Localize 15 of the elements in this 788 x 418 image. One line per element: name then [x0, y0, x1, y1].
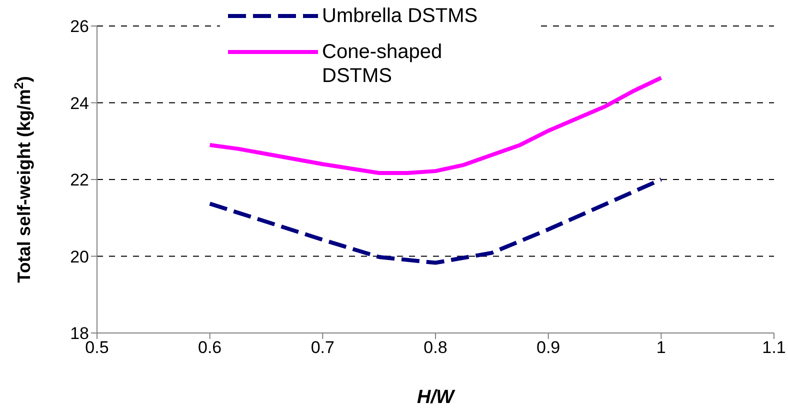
- y-tick-label: 26: [70, 17, 89, 36]
- legend-label: Cone-shaped DSTMS: [322, 40, 444, 88]
- x-tick-label: 0.7: [310, 338, 334, 358]
- y-tick-label: 22: [70, 170, 89, 190]
- legend-label: Umbrella DSTMS: [322, 4, 479, 28]
- x-axis-title: H/W: [417, 387, 456, 408]
- y-tick-label: 24: [70, 94, 89, 113]
- y-tick-label: 20: [70, 247, 89, 266]
- x-tick-label: 0.8: [424, 338, 448, 358]
- x-tick-label: 0.5: [85, 338, 109, 358]
- line-series: [208, 178, 664, 265]
- x-tick-label: 0.6: [198, 338, 222, 358]
- x-tick-label: 1.1: [762, 338, 786, 358]
- x-tick-label: 0.9: [536, 338, 560, 358]
- x-tick-label: 1: [656, 338, 666, 358]
